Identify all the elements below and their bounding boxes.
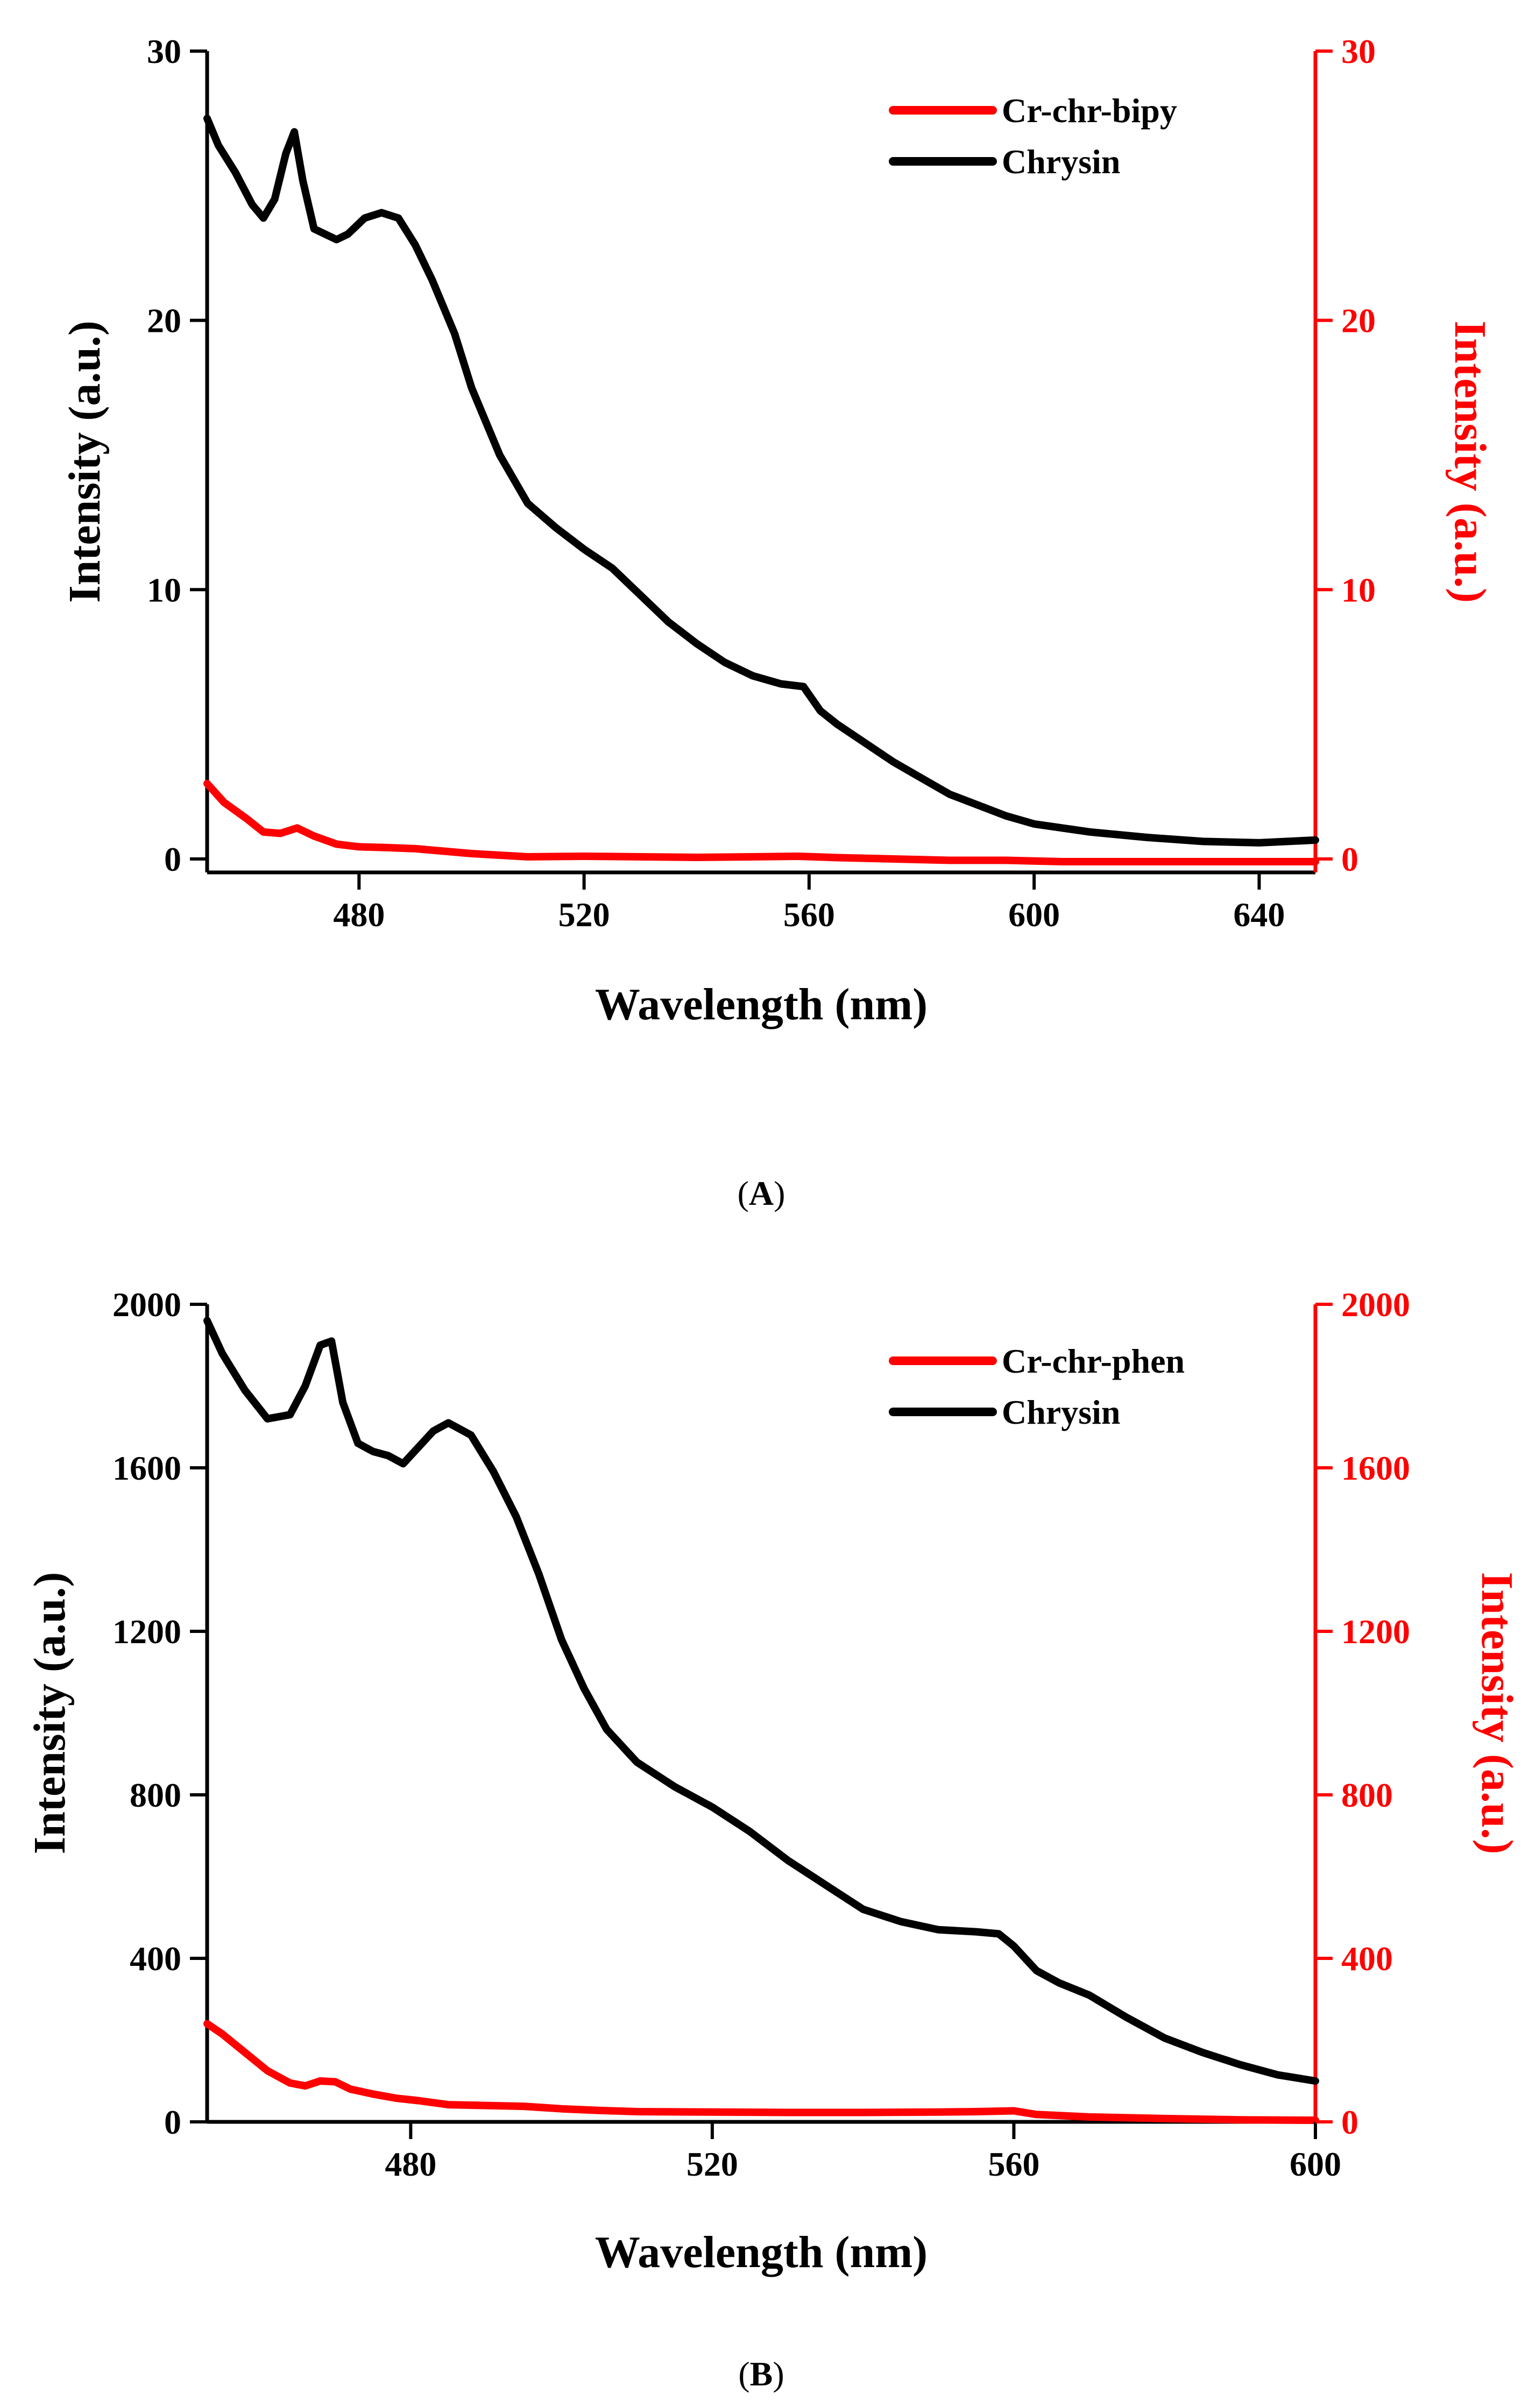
y2-tick-label: 2000	[1341, 1285, 1410, 1324]
y2-tick-label: 30	[1341, 32, 1376, 70]
x-axis-title: Wavelength (nm)	[595, 979, 928, 1029]
chart-panel-b: 480 520 560 6000400800120016002000040080012…	[25, 1285, 1522, 2393]
x-tick-label: 560	[988, 2145, 1039, 2183]
y2-axis-title: Intensity (a.u.)	[1445, 321, 1495, 603]
y2-tick-label: 20	[1341, 302, 1376, 340]
series-line-cr-chr-bipy	[203, 779, 1319, 865]
series-line-chrysin	[203, 115, 1319, 847]
x-axis-title: Wavelength (nm)	[595, 2227, 928, 2277]
y-axis-title: Intensity (a.u.)	[25, 1572, 75, 1854]
y2-tick-label: 1600	[1341, 1449, 1410, 1487]
x-tick-label: 640	[1233, 896, 1285, 934]
y2-tick-label: 800	[1341, 1776, 1393, 1814]
x-tick-label: 480	[333, 896, 385, 934]
legend-label: Cr-chr-bipy	[1002, 91, 1177, 130]
x-tick-label: 600	[1290, 2145, 1341, 2183]
series-line-cr-chr-phen	[203, 2020, 1319, 2124]
y-tick-label: 400	[130, 1940, 181, 1978]
y-tick-label: 10	[147, 571, 181, 609]
x-tick-label: 560	[783, 896, 835, 934]
y2-tick-label: 0	[1341, 2103, 1358, 2141]
y2-tick-label: 1200	[1341, 1613, 1410, 1651]
y2-axis-title: Intensity (a.u.)	[1472, 1572, 1522, 1854]
y2-tick-label: 400	[1341, 1940, 1393, 1978]
y-tick-label: 0	[164, 840, 181, 878]
legend-label: Chrysin	[1002, 1393, 1121, 1431]
y-tick-label: 20	[147, 302, 181, 340]
panel-label: (B)	[738, 2355, 784, 2393]
y2-tick-label: 10	[1341, 571, 1376, 609]
y-tick-label: 0	[164, 2103, 181, 2141]
x-tick-label: 520	[686, 2145, 738, 2183]
y-tick-label: 800	[130, 1776, 181, 1814]
y-axis-title: Intensity (a.u.)	[60, 321, 110, 603]
y-tick-label: 2000	[112, 1285, 181, 1324]
panel-label: (A)	[738, 1174, 785, 1212]
y-tick-label: 1200	[112, 1613, 181, 1651]
chart-panel-a: 480 520 560 600 640 0 10 20 30 0 10 20 30 Wavelength …	[60, 32, 1495, 1212]
x-tick-label: 480	[385, 2145, 436, 2183]
x-tick-label: 600	[1008, 896, 1060, 934]
series-line-chrysin	[203, 1317, 1319, 2085]
y2-tick-label: 0	[1341, 840, 1358, 878]
legend-label: Chrysin	[1002, 143, 1121, 181]
y-tick-label: 1600	[112, 1449, 181, 1487]
y-tick-label: 30	[147, 32, 181, 70]
x-tick-label: 520	[558, 896, 610, 934]
legend-label: Cr-chr-phen	[1002, 1342, 1185, 1380]
